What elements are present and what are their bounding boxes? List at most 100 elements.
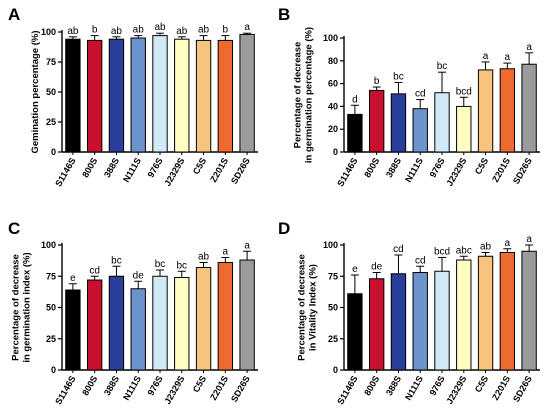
y-axis-label: Percentage of decreasein Vitality Index … (297, 254, 319, 361)
y-tick-label: 0 (333, 147, 338, 157)
bar (347, 293, 363, 371)
chart-panel-d: D 0 25 50 75 100 Percentage of decreasein Vit… (278, 219, 540, 406)
significance-label: bc (437, 61, 448, 72)
x-tick-label: 800S (362, 156, 381, 179)
x-tick-label: N111S (403, 374, 425, 402)
x-tick-label: Z201S (208, 156, 230, 184)
x-tick-label: N111S (121, 156, 143, 184)
x-tick-label: C5S (473, 374, 490, 394)
bar (86, 279, 103, 371)
bar (217, 262, 234, 371)
significance-label: e (352, 264, 358, 275)
y-axis-label: Gemination percentage (%) (30, 31, 41, 154)
significance-label: a (244, 22, 250, 33)
bar (239, 33, 255, 153)
x-tick-label: 976S (146, 156, 165, 179)
y-axis-label-line: Percentage of decrease (297, 254, 308, 361)
chart-panel-b: B 0 20 40 60 80 100 Percentage of decreasein g… (278, 5, 540, 188)
y-axis-label-line: Percentage of decrease (11, 254, 22, 361)
y-tick-label: 100 (323, 240, 338, 250)
y-tick-label: 100 (323, 33, 338, 43)
significance-label: ab (198, 25, 210, 36)
bar (521, 63, 537, 153)
bar (390, 93, 407, 153)
x-tick-label: SD26S (229, 374, 252, 404)
significance-label: cd (393, 244, 404, 255)
y-tick-label: 50 (46, 87, 56, 97)
bar (477, 69, 494, 153)
significance-label: bcd (456, 86, 472, 97)
bar (65, 289, 81, 371)
bar (152, 275, 168, 371)
x-tick-label: C5S (473, 156, 490, 176)
x-tick-label: Z201S (208, 374, 230, 402)
significance-label: ab (111, 26, 123, 37)
significance-label: a (223, 247, 229, 258)
significance-label: a (505, 238, 511, 249)
significance-label: abc (456, 245, 472, 256)
bar (368, 89, 385, 153)
significance-label: bc (176, 260, 187, 271)
x-tick-label: S1146S (53, 156, 77, 188)
y-tick-label: 100 (41, 240, 56, 250)
y-tick-label: 75 (46, 271, 56, 281)
significance-label: ab (176, 26, 188, 37)
bar (130, 288, 146, 371)
bar (368, 278, 385, 371)
x-tick-label: C5S (191, 374, 208, 394)
bar (390, 273, 407, 371)
bar (195, 267, 212, 371)
x-tick-label: SD26S (511, 374, 534, 404)
x-tick-label: 800S (80, 374, 99, 397)
y-tick-label: 20 (328, 124, 338, 134)
bar (499, 252, 516, 371)
significance-label: a (526, 42, 532, 53)
x-tick-label: J2329S (162, 374, 186, 406)
significance-label: ab (154, 22, 166, 33)
x-tick-label: Z201S (490, 156, 512, 184)
bar (108, 38, 125, 153)
bar (195, 39, 212, 153)
x-tick-label: SD26S (229, 156, 252, 186)
y-tick-label: 50 (328, 303, 338, 313)
y-axis-label-line: in Vitality Index (%) (308, 264, 319, 351)
significance-label: ab (480, 242, 492, 253)
x-tick-label: J2329S (444, 156, 468, 188)
x-tick-label: J2329S (162, 156, 186, 188)
y-tick-label: 25 (328, 334, 338, 344)
panel-letter-b: B (278, 5, 290, 24)
y-tick-label: 40 (328, 101, 338, 111)
y-tick-label: 60 (328, 79, 338, 89)
panel-letter-a: A (8, 5, 20, 24)
bar (499, 68, 516, 153)
x-tick-label: 388S (384, 156, 403, 179)
bar (521, 250, 537, 371)
bar (412, 272, 428, 371)
bar (217, 39, 234, 153)
significance-label: e (70, 273, 76, 284)
y-tick-label: 80 (328, 56, 338, 66)
significance-label: cd (415, 255, 426, 266)
y-tick-label: 0 (333, 365, 338, 375)
significance-label: de (371, 262, 383, 273)
significance-label: bcd (434, 247, 450, 258)
significance-label: a (483, 51, 489, 62)
y-axis-label: Percentage of decreasein germination per… (293, 27, 315, 163)
y-tick-label: 25 (46, 334, 56, 344)
x-tick-label: 976S (146, 374, 165, 397)
significance-label: cd (415, 89, 426, 100)
x-tick-label: 976S (428, 374, 447, 397)
x-tick-label: Z201S (490, 374, 512, 402)
significance-label: b (223, 25, 229, 36)
bar (434, 270, 450, 371)
y-tick-label: 75 (46, 57, 56, 67)
y-tick-label: 0 (51, 147, 56, 157)
y-axis-label: Percentage of decreasein germination ind… (11, 252, 33, 362)
y-axis-label-line: Percentage of decrease (293, 42, 304, 149)
x-tick-label: N111S (121, 374, 143, 402)
x-tick-label: S1146S (335, 156, 359, 188)
x-tick-label: 800S (80, 156, 99, 179)
significance-label: a (505, 52, 511, 63)
significance-label: b (374, 76, 380, 87)
y-axis-label-line: in germination index (%) (22, 252, 33, 362)
